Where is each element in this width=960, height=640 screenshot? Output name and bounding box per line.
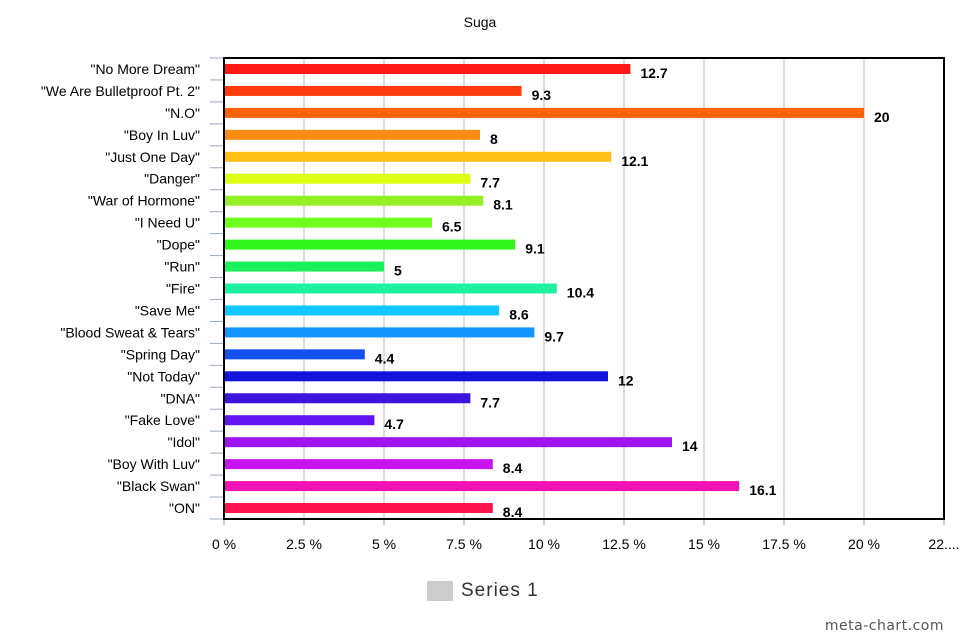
data-label: 12.7: [640, 65, 667, 81]
y-axis: [210, 57, 224, 520]
bar[interactable]: [224, 261, 384, 272]
x-axis-ticks: 0 % 2.5 % 5 % 7.5 % 10 % 12.5 % 15 % 17.5 % 20 %…: [212, 519, 960, 552]
x-tick-label: 12.5 %: [602, 536, 646, 552]
data-label: 5: [394, 263, 402, 279]
bar[interactable]: [224, 437, 672, 448]
data-label: 9.7: [544, 328, 564, 344]
data-label: 12.1: [621, 153, 648, 169]
bars: [224, 63, 864, 514]
bar[interactable]: [224, 371, 608, 382]
bar[interactable]: [224, 217, 432, 228]
category-label: "Boy In Luv": [124, 127, 200, 143]
bar[interactable]: [224, 63, 631, 74]
data-label: 10.4: [567, 285, 594, 301]
category-label: "Idol": [167, 434, 200, 450]
category-label: "Spring Day": [121, 346, 200, 362]
data-labels: 12.7 9.3 20 8 12.1 7.7 8.1 6.5 9.1 5 10.4 8.6 9.7 4.4…: [375, 65, 890, 520]
category-label: "Just One Day": [105, 149, 200, 165]
category-label: "Blood Sweat & Tears": [60, 324, 200, 340]
legend[interactable]: Series 1: [427, 580, 539, 602]
data-label: 4.7: [384, 416, 404, 432]
category-label: "Black Swan": [117, 478, 200, 494]
bar[interactable]: [224, 415, 375, 426]
category-label: "Fire": [166, 281, 200, 297]
data-label: 14: [682, 438, 698, 454]
chart-title: Suga: [464, 14, 497, 30]
category-label: "Not Today": [127, 368, 200, 384]
data-label: 12: [618, 372, 634, 388]
category-label: "Boy With Luv": [108, 456, 200, 472]
bar[interactable]: [224, 481, 740, 492]
data-label: 8: [490, 131, 498, 147]
data-label: 7.7: [480, 394, 500, 410]
data-label: 4.4: [375, 350, 395, 366]
data-label: 8.4: [503, 504, 523, 520]
category-label: "DNA": [161, 390, 201, 406]
category-label: "War of Hormone": [88, 193, 200, 209]
legend-label: Series 1: [461, 580, 539, 601]
data-label: 9.3: [532, 87, 552, 103]
bar[interactable]: [224, 305, 500, 316]
category-label: "Run": [164, 259, 200, 275]
category-label: "Dope": [157, 237, 200, 253]
x-tick-label: 22....: [928, 536, 959, 552]
category-label: "I Need U": [135, 215, 200, 231]
category-label: "We Are Bulletproof Pt. 2": [41, 83, 200, 99]
x-tick-label: 15 %: [688, 536, 720, 552]
credit-text: meta-chart.com: [824, 618, 944, 634]
data-label: 8.4: [503, 460, 523, 476]
category-label: "Danger": [144, 171, 200, 187]
category-labels: "No More Dream" "We Are Bulletproof Pt. 2…: [41, 61, 200, 516]
data-label: 9.1: [525, 241, 545, 257]
x-tick-label: 2.5 %: [286, 536, 322, 552]
x-tick-label: 10 %: [528, 536, 560, 552]
bar[interactable]: [224, 393, 471, 404]
data-label: 16.1: [749, 482, 776, 498]
data-label: 20: [874, 109, 890, 125]
data-label: 6.5: [442, 219, 462, 235]
bar[interactable]: [224, 349, 365, 360]
category-label: "Save Me": [135, 302, 200, 318]
bar[interactable]: [224, 283, 557, 294]
x-tick-label: 20 %: [848, 536, 880, 552]
category-label: "ON": [169, 500, 200, 516]
x-tick-label: 0 %: [212, 536, 236, 552]
x-tick-label: 7.5 %: [446, 536, 482, 552]
category-label: "No More Dream": [90, 61, 200, 77]
data-label: 8.6: [509, 306, 529, 322]
bar[interactable]: [224, 85, 522, 96]
category-label: "Fake Love": [125, 412, 200, 428]
plot-frame: [223, 57, 945, 520]
data-label: 7.7: [480, 175, 500, 191]
category-label: "N.O": [165, 105, 200, 121]
bar[interactable]: [224, 129, 480, 140]
x-tick-label: 5 %: [372, 536, 396, 552]
bar[interactable]: [224, 239, 516, 250]
bar[interactable]: [224, 503, 493, 514]
bar[interactable]: [224, 327, 535, 338]
data-label: 8.1: [493, 197, 513, 213]
legend-swatch: [427, 581, 453, 601]
bar[interactable]: [224, 107, 864, 118]
bar[interactable]: [224, 151, 612, 162]
bar[interactable]: [224, 173, 471, 184]
bar[interactable]: [224, 195, 484, 206]
bar[interactable]: [224, 459, 493, 470]
x-tick-label: 17.5 %: [762, 536, 806, 552]
